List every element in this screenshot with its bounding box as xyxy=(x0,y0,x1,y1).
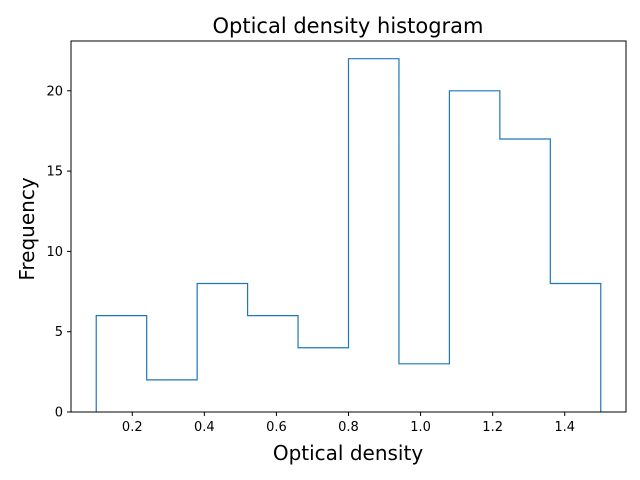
x-tick-label: 0.4 xyxy=(194,420,215,435)
x-tick-label: 1.0 xyxy=(410,420,431,435)
x-tick-label: 1.4 xyxy=(554,420,575,435)
y-axis-label: Frequency xyxy=(15,177,39,280)
x-axis-label: Optical density xyxy=(273,441,423,465)
plot-frame xyxy=(70,40,627,413)
y-tick-label: 20 xyxy=(46,84,63,99)
histogram-step-outline xyxy=(95,58,602,412)
x-tick-label: 0.8 xyxy=(338,420,359,435)
x-tick-label: 0.2 xyxy=(122,420,143,435)
x-tick-label: 1.2 xyxy=(482,420,503,435)
y-tick-label: 5 xyxy=(55,325,63,340)
y-axis-ticks: 0 5 10 15 20 xyxy=(46,84,71,421)
y-tick-label: 10 xyxy=(46,245,63,260)
y-tick-label: 15 xyxy=(46,165,63,180)
chart-title: Optical density histogram xyxy=(213,14,484,38)
y-tick-label: 0 xyxy=(55,406,63,421)
x-axis-ticks: 0.2 0.4 0.6 0.8 1.0 1.2 1.4 xyxy=(122,412,575,435)
x-tick-label: 0.6 xyxy=(266,420,287,435)
